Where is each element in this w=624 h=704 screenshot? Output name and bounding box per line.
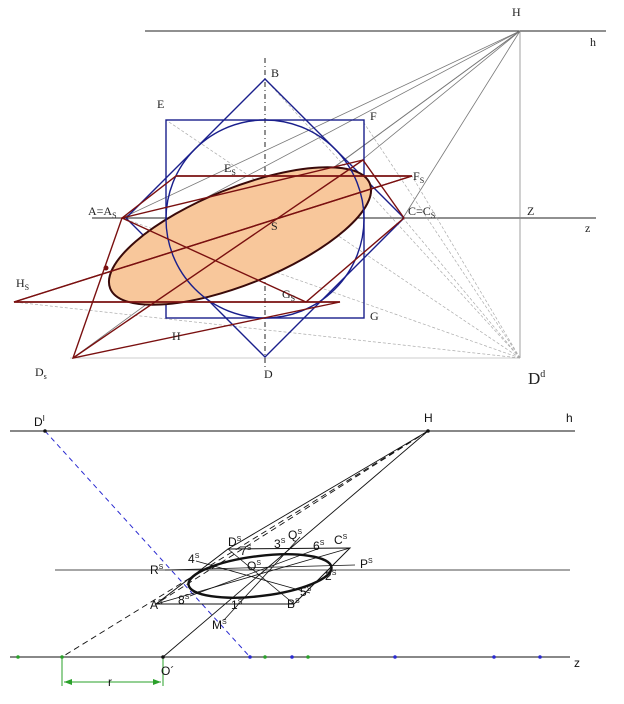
- label-c-cs: C=CS: [408, 204, 435, 220]
- label-o: OS: [247, 559, 261, 573]
- label-f: F: [370, 109, 377, 123]
- label-fs: FS: [413, 169, 424, 185]
- label-es: ES: [224, 161, 236, 177]
- label-b: BS: [287, 597, 300, 611]
- label-6: 6S: [313, 539, 325, 553]
- label-s: S: [271, 219, 278, 233]
- label-hs: HS: [16, 276, 29, 292]
- label-4: 4S: [188, 552, 200, 566]
- ground-markers: [16, 429, 542, 659]
- label-c: CS: [334, 533, 348, 547]
- tangent-point-dot: [103, 265, 109, 271]
- hs-fs-line: [13, 175, 413, 303]
- label-7: 7S: [240, 544, 252, 558]
- r-arrow-left: [64, 679, 72, 685]
- label-8: 8S: [178, 593, 190, 607]
- label-z-cap: Z: [527, 204, 534, 218]
- label-dd: Dd: [528, 369, 545, 388]
- top-figure: H h B E F ES FS A=AS C=CS S Z z HS GS G …: [13, 5, 606, 388]
- label-h-top: H: [512, 5, 521, 19]
- label-a-as: A=AS: [88, 204, 117, 220]
- label-r: RS: [150, 563, 164, 577]
- label-2: 2S: [325, 569, 337, 583]
- label-z-small: z: [585, 221, 590, 235]
- label-b: B: [271, 66, 279, 80]
- label-3: 3S: [274, 537, 286, 551]
- label-1: 1S: [231, 598, 243, 612]
- label-a: AS: [150, 598, 163, 612]
- r-arrow-right: [153, 679, 161, 685]
- ds-line: [72, 159, 364, 359]
- rays-from-h-bottom: [61, 430, 429, 658]
- line-8-6: [189, 547, 321, 597]
- label-h-small-bottom: h: [566, 411, 573, 425]
- line-m-q: [223, 536, 301, 621]
- label-h-bottom: H: [424, 411, 433, 425]
- line-r-p: [164, 564, 356, 571]
- label-e: E: [157, 97, 164, 111]
- label-gs: GS: [282, 287, 295, 303]
- bottom-ellipse: [187, 553, 333, 599]
- label-o-prime: O´: [161, 664, 174, 678]
- label-q: QS: [288, 528, 302, 542]
- dashed-blue-line: [44, 430, 251, 658]
- label-d: D: [264, 367, 273, 381]
- label-r-dimension: r: [108, 675, 112, 689]
- label-g: G: [370, 309, 379, 323]
- perspective-ellipse: [107, 166, 373, 306]
- label-d-s: DS: [228, 535, 242, 549]
- label-p: PS: [360, 557, 373, 571]
- label-d-i: DI: [34, 414, 45, 429]
- bottom-figure: DI H h RS 4S DS 7S 3S QS 6S CS OS PS 2S …: [10, 411, 580, 689]
- label-h-small: h: [590, 35, 596, 49]
- label-m: MS: [212, 618, 227, 632]
- label-h-low: H: [172, 329, 181, 343]
- label-ds: Ds: [35, 365, 47, 381]
- label-5: 5S: [300, 585, 312, 599]
- label-z-bottom: z: [574, 656, 580, 670]
